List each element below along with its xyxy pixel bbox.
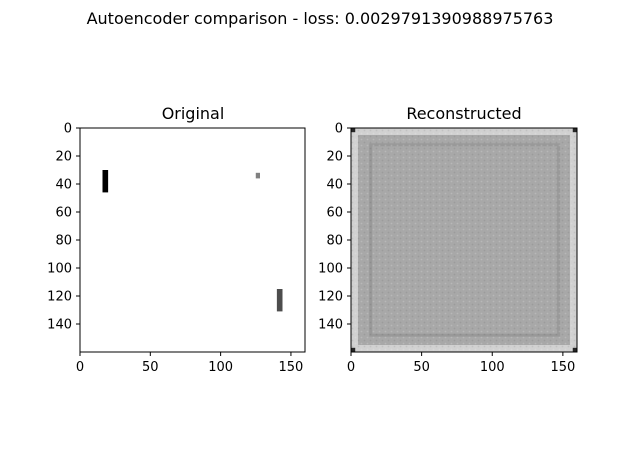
y-tick-label: 40: [55, 178, 72, 193]
reconstructed-texture: [351, 128, 577, 352]
original-title: Original: [162, 104, 225, 123]
x-tick-label: 150: [550, 360, 575, 375]
reconstructed-image: [351, 128, 577, 352]
y-tick-label: 140: [47, 318, 72, 333]
y-tick-label: 20: [55, 150, 72, 165]
y-tick-label: 100: [47, 262, 72, 277]
original-y-ticks: 0 20 40 60 80 100 120 140: [47, 122, 80, 333]
reconstructed-corner-0: [351, 128, 356, 133]
original-x-ticks: 0 50 100 150: [76, 352, 303, 375]
y-tick-label: 40: [326, 178, 343, 193]
reconstructed-corner-3: [572, 347, 577, 352]
x-tick-label: 50: [142, 360, 159, 375]
y-tick-label: 140: [318, 318, 343, 333]
reconstructed-x-ticks: 0 50 100 150: [347, 352, 575, 375]
y-tick-label: 120: [47, 290, 72, 305]
y-tick-label: 60: [55, 206, 72, 221]
original-object-0: [102, 170, 109, 193]
original-image: [80, 128, 305, 352]
reconstructed-corner-1: [572, 128, 577, 133]
y-tick-label: 20: [326, 150, 343, 165]
y-tick-label: 80: [55, 234, 72, 249]
reconstructed-y-ticks: 0 20 40 60 80 100 120 140: [318, 122, 351, 333]
x-tick-label: 100: [480, 360, 505, 375]
y-tick-label: 0: [335, 122, 343, 137]
original-panel: Original 0 50 100 150 0 20 40 60 80 100 120 140: [47, 104, 306, 375]
x-tick-label: 0: [347, 360, 355, 375]
reconstructed-panel: Reconstructed 0 50 100 150 0 20 40 60 80 100 120 1…: [318, 104, 578, 375]
x-tick-label: 100: [208, 360, 233, 375]
original-object-2: [276, 289, 283, 312]
y-tick-label: 120: [318, 290, 343, 305]
reconstructed-title: Reconstructed: [406, 104, 521, 123]
reconstructed-corner-2: [351, 347, 356, 352]
x-tick-label: 150: [279, 360, 304, 375]
original-object-1: [255, 172, 260, 179]
y-tick-label: 100: [318, 262, 343, 277]
y-tick-label: 80: [326, 234, 343, 249]
figure-suptitle: Autoencoder comparison - loss: 0.0029791…: [87, 9, 554, 28]
original-background: [80, 128, 305, 352]
y-tick-label: 60: [326, 206, 343, 221]
x-tick-label: 50: [413, 360, 430, 375]
y-tick-label: 0: [64, 122, 72, 137]
x-tick-label: 0: [76, 360, 84, 375]
